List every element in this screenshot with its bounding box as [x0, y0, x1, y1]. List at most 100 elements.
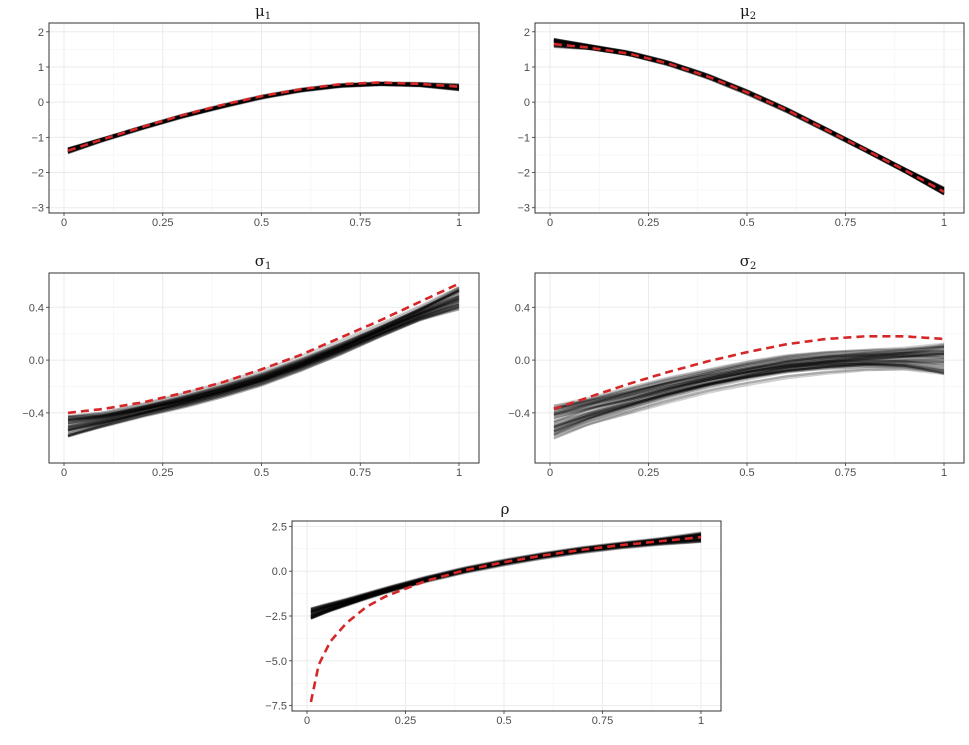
panel-3: 0 0.25 0.5 0.75 1 −0.4 0.0 0.4 σ1	[22, 252, 480, 479]
estimate-curve	[67, 297, 460, 434]
y-tick-label: −1	[517, 132, 530, 144]
estimate-curve	[553, 366, 945, 435]
estimate-curve	[553, 39, 945, 190]
panel-2: 0 0.25 0.5 0.75 1 −3 −2 −1 0 1 2 μ2	[517, 2, 965, 229]
estimate-curve	[67, 297, 460, 418]
estimate-curve	[310, 534, 702, 612]
estimate-curve	[67, 299, 460, 434]
estimate-curve	[67, 305, 460, 428]
estimate-curve	[310, 533, 702, 613]
x-tick-label: 1	[456, 467, 462, 479]
estimate-curve	[67, 82, 460, 154]
x-tick-label: 1	[941, 217, 947, 229]
estimate-curve	[553, 362, 945, 412]
estimate-curve	[67, 298, 460, 422]
estimate-curve	[553, 358, 945, 419]
estimate-curve	[553, 362, 945, 410]
estimate-curve	[67, 300, 460, 422]
estimate-curve	[67, 288, 460, 432]
estimate-curve	[553, 38, 945, 191]
estimate-curve	[67, 307, 460, 429]
estimate-curve	[553, 352, 945, 410]
estimate-curve	[553, 363, 945, 417]
estimate-curve	[310, 539, 702, 612]
estimate-curve	[67, 289, 460, 425]
estimate-curve	[553, 43, 945, 196]
estimate-curve	[67, 297, 460, 424]
x-tick-label: 0	[61, 217, 67, 229]
estimate-curve	[67, 295, 460, 422]
estimate-curve	[553, 344, 945, 432]
y-tick-label: 0	[38, 97, 44, 109]
estimate-curve	[67, 308, 460, 420]
estimate-curve	[67, 302, 460, 425]
estimate-curve	[553, 351, 945, 429]
estimate-curve	[67, 302, 460, 437]
estimate-curve	[310, 531, 702, 612]
estimate-curve	[553, 352, 945, 411]
estimate-curve	[553, 366, 945, 415]
truth-curve	[67, 282, 460, 415]
estimate-curve	[553, 37, 945, 190]
estimate-curve	[553, 39, 945, 191]
x-tick-label: 0.75	[592, 715, 613, 727]
estimate-curve	[67, 288, 460, 422]
panel-frame	[48, 22, 480, 214]
estimate-curve	[67, 83, 460, 154]
estimate-curve	[67, 303, 460, 420]
estimate-curve	[67, 84, 460, 153]
estimate-curve	[67, 297, 460, 430]
y-tick-label: −5.0	[265, 656, 287, 668]
estimate-curve	[67, 289, 460, 418]
estimate-curve	[553, 352, 945, 436]
y-tick-label: 0.0	[515, 355, 530, 367]
plot-area	[553, 37, 945, 196]
estimate-curve	[67, 299, 460, 432]
estimate-curve	[553, 346, 945, 433]
estimate-curve	[553, 39, 945, 192]
estimate-curve	[310, 540, 702, 620]
x-tick-label: 0	[547, 467, 553, 479]
estimate-curve	[553, 361, 945, 423]
panel-1: 0 0.25 0.5 0.75 1 −3 −2 −1 0 1 2 μ1	[31, 2, 480, 229]
estimate-curve	[67, 294, 460, 436]
estimate-curve	[67, 291, 460, 428]
estimate-curve	[553, 38, 945, 192]
y-tick-label: 2	[524, 27, 530, 39]
plot-area	[553, 335, 945, 440]
estimate-curve	[67, 286, 460, 423]
y-tick-label: 1	[524, 62, 530, 74]
truth-curve	[67, 81, 460, 152]
estimate-curve	[553, 345, 945, 429]
estimate-curve	[553, 361, 945, 410]
estimate-curve	[553, 364, 945, 429]
estimate-curve	[67, 286, 460, 438]
y-tick-label: −2	[517, 168, 530, 180]
estimate-curve	[67, 289, 460, 426]
estimate-curve	[553, 353, 945, 433]
estimate-curve	[553, 354, 945, 419]
estimate-curve	[553, 347, 945, 410]
estimate-curve	[67, 305, 460, 438]
y-tick-label: −7.5	[265, 701, 287, 713]
estimate-curve	[67, 289, 460, 423]
estimate-curve	[553, 356, 945, 413]
estimate-curve	[67, 287, 460, 428]
plot-background	[535, 23, 964, 213]
panel-5: 0 0.25 0.5 0.75 1 −7.5 −5.0 −2.5 0.0 2.5 ρ	[265, 500, 722, 727]
x-tick-label: 0.5	[739, 217, 754, 229]
estimate-curve	[310, 538, 702, 617]
panel-title: μ1	[255, 2, 271, 22]
panel-frame	[291, 520, 722, 712]
estimate-curve	[553, 44, 945, 195]
panel-title: ρ	[501, 500, 510, 518]
x-tick-label: 0.25	[152, 217, 173, 229]
estimate-curve	[553, 359, 945, 419]
x-tick-label: 0.75	[350, 467, 371, 479]
estimate-curve	[67, 299, 460, 428]
estimate-curve	[68, 305, 460, 418]
estimate-curve	[67, 302, 460, 420]
y-tick-label: −3	[31, 203, 44, 215]
estimate-curve	[67, 83, 460, 155]
estimate-curve	[67, 306, 460, 432]
